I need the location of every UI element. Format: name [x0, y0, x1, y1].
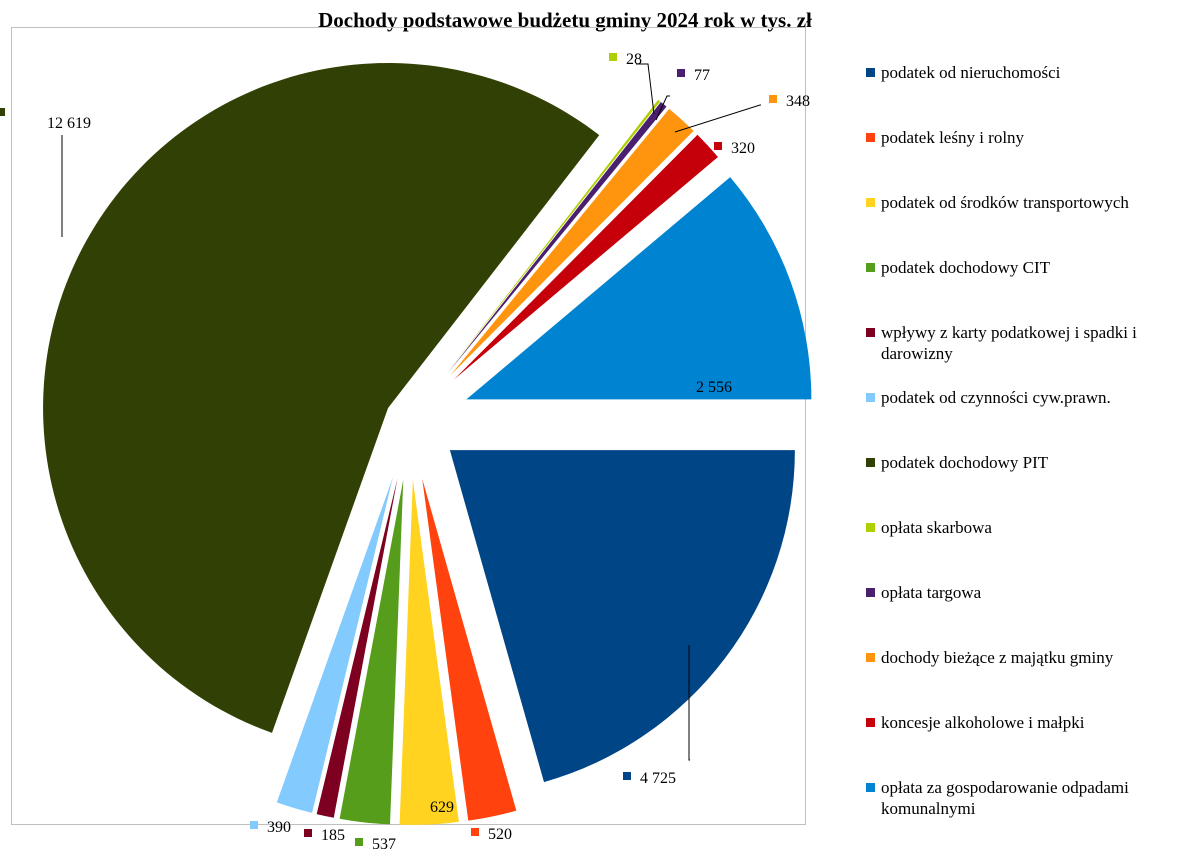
legend-label: podatek dochodowy CIT — [881, 258, 1051, 277]
data-label-oplata-za-gospodarowanie-odpadami-komunalnymi: 2 556 — [696, 379, 732, 396]
legend-label: podatek dochodowy PIT — [881, 453, 1049, 472]
leader-line-oplata-targowa — [655, 95, 670, 121]
data-label-podatek-od-nieruchomosci: 4 725 — [640, 770, 676, 787]
data-label-marker-podatek-od-czynnosci-cyw-prawn — [250, 821, 258, 829]
data-label-podatek-lesny-i-rolny: 520 — [488, 826, 512, 843]
legend-swatch — [866, 68, 875, 77]
legend-swatch — [866, 588, 875, 597]
legend-item-podatek-dochodowy-pit: podatek dochodowy PIT — [866, 452, 1186, 473]
pie-slice-oplata-za-gospodarowanie-odpadami-komunalnymi — [466, 177, 812, 400]
chart-title: Dochody podstawowe budżetu gminy 2024 ro… — [318, 8, 812, 32]
legend-item-wplywy-z-karty-podatkowej-i-spadki-i-darowizny: wpływy z karty podatkowej i spadki i dar… — [866, 322, 1186, 364]
data-label-marker-oplata-skarbowa — [609, 53, 617, 61]
legend-item-dochody-biezace-z-majatku-gminy: dochody bieżące z majątku gminy — [866, 647, 1186, 668]
data-label-podatek-dochodowy-cit: 537 — [372, 836, 396, 852]
legend-swatch — [866, 393, 875, 402]
legend-item-koncesje-alkoholowe-i-malpki: koncesje alkoholowe i małpki — [866, 712, 1186, 733]
data-label-koncesje-alkoholowe-i-malpki: 320 — [731, 140, 755, 157]
legend-swatch — [866, 263, 875, 272]
legend-item-oplata-za-gospodarowanie-odpadami-komunalnymi: opłata za gospodarowanie odpadami komuna… — [866, 777, 1186, 819]
legend-label: koncesje alkoholowe i małpki — [881, 713, 1085, 732]
legend-label: opłata za gospodarowanie odpadami komuna… — [881, 778, 1129, 818]
legend-label: dochody bieżące z majątku gminy — [881, 648, 1114, 667]
leader-line-oplata-skarbowa — [636, 63, 655, 115]
legend-swatch — [866, 133, 875, 142]
data-label-marker-wplywy-z-karty-podatkowej-i-spadki-i-darowizny — [304, 829, 312, 837]
legend-item-podatek-lesny-i-rolny: podatek leśny i rolny — [866, 127, 1186, 148]
data-label-podatek-od-czynnosci-cyw-prawn: 390 — [267, 819, 291, 836]
legend-swatch — [866, 198, 875, 207]
data-label-oplata-skarbowa: 28 — [626, 51, 642, 68]
leader-line-podatek-od-nieruchomosci — [688, 645, 690, 761]
data-label-marker-podatek-dochodowy-cit — [355, 838, 363, 846]
data-label-marker-koncesje-alkoholowe-i-malpki — [714, 142, 722, 150]
legend-item-podatek-dochodowy-cit: podatek dochodowy CIT — [866, 257, 1186, 278]
legend-swatch — [866, 653, 875, 662]
pie-chart: 4 725 520 629 537 185 390 12 619 28 77 348 320 2 55… — [0, 51, 812, 852]
pie-slice-wplywy-z-karty-podatkowej-i-spadki-i-darowizny — [316, 478, 398, 818]
data-label-marker-podatek-lesny-i-rolny — [471, 828, 479, 836]
legend-item-podatek-od-nieruchomosci: podatek od nieruchomości — [866, 62, 1186, 83]
data-label-marker-podatek-dochodowy-pit — [0, 108, 5, 116]
legend-item-oplata-targowa: opłata targowa — [866, 582, 1186, 603]
legend-swatch — [866, 718, 875, 727]
data-label-marker-podatek-od-nieruchomosci — [623, 772, 631, 780]
legend-label: podatek leśny i rolny — [881, 128, 1025, 147]
data-label-wplywy-z-karty-podatkowej-i-spadki-i-darowizny: 185 — [321, 827, 345, 844]
pie-slice-podatek-dochodowy-cit — [339, 479, 404, 825]
pie-slice-podatek-dochodowy-pit — [43, 62, 600, 733]
pie-slice-podatek-od-nieruchomosci — [449, 450, 795, 783]
pie-slice-koncesje-alkoholowe-i-malpki — [454, 134, 718, 380]
data-label-oplata-targowa: 77 — [694, 67, 710, 84]
legend-label: podatek od czynności cyw.prawn. — [881, 388, 1111, 407]
legend-swatch — [866, 523, 875, 532]
legend-item-oplata-skarbowa: opłata skarbowa — [866, 517, 1186, 538]
legend-swatch — [866, 458, 875, 467]
legend-item-podatek-od-czynnosci-cyw-prawn: podatek od czynności cyw.prawn. — [866, 387, 1186, 408]
legend-label: opłata targowa — [881, 583, 982, 602]
legend-swatch — [866, 328, 875, 337]
leader-line-dochody-biezace-z-majatku-gminy — [674, 104, 761, 133]
data-label-podatek-od-srodkow-transportowych: 629 — [430, 799, 454, 816]
legend-label: wpływy z karty podatkowej i spadki i dar… — [881, 323, 1137, 363]
legend-label: opłata skarbowa — [881, 518, 992, 537]
legend-label: podatek od nieruchomości — [881, 63, 1061, 82]
legend-item-podatek-od-srodkow-transportowych: podatek od środków transportowych — [866, 192, 1186, 213]
pie-slice-podatek-lesny-i-rolny — [422, 478, 517, 821]
legend-label: podatek od środków transportowych — [881, 193, 1129, 212]
data-label-dochody-biezace-z-majatku-gminy: 348 — [786, 93, 810, 110]
pie-slice-podatek-od-czynnosci-cyw-prawn — [276, 477, 393, 813]
pie-slice-oplata-skarbowa — [446, 99, 661, 373]
data-label-marker-oplata-targowa — [677, 69, 685, 77]
pie-slice-dochody-biezace-z-majatku-gminy — [450, 108, 694, 376]
pie-slice-podatek-od-srodkow-transportowych — [399, 479, 459, 825]
data-label-podatek-dochodowy-pit: 12 619 — [47, 115, 91, 132]
legend-swatch — [866, 783, 875, 792]
pie-slice-oplata-targowa — [447, 102, 667, 374]
data-label-marker-dochody-biezace-z-majatku-gminy — [769, 95, 777, 103]
